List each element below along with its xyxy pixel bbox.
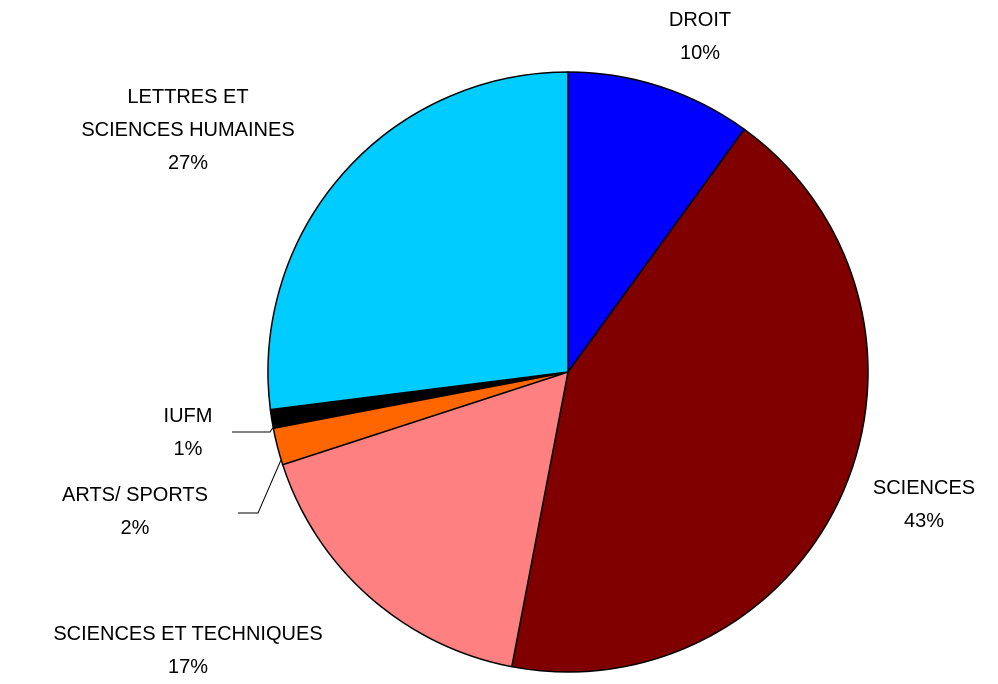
slice-label: ARTS/ SPORTS 2% [62, 479, 208, 545]
pie-slice [267, 71, 569, 411]
category-name: ARTS/ SPORTS [62, 484, 208, 506]
category-name: SCIENCES ET TECHNIQUES [53, 623, 323, 645]
slice-label: IUFM 1% [164, 400, 213, 466]
category-name: LETTRES ET SCIENCES HUMAINES [81, 86, 295, 141]
leader-line [232, 425, 275, 433]
value-label: 10% [679, 42, 721, 64]
slice-label: LETTRES ET SCIENCES HUMAINES 27% [81, 81, 294, 180]
category-name: DROIT [668, 9, 732, 31]
category-name: IUFM [163, 405, 213, 427]
pie-slice [281, 370, 569, 668]
value-label: 27% [167, 152, 209, 174]
slice-label: DROIT 10% [669, 4, 731, 70]
value-label: 1% [173, 438, 203, 460]
category-name: SCIENCES [872, 477, 976, 499]
pie-slice [567, 71, 746, 375]
leader-line [238, 459, 282, 514]
pie-slice [510, 128, 869, 673]
value-label: 17% [167, 656, 209, 678]
slice-label: SCIENCES ET TECHNIQUES 17% [53, 618, 322, 684]
value-label: 2% [120, 517, 150, 539]
value-label: 43% [903, 510, 945, 532]
slice-label: SCIENCES 43% [873, 472, 975, 538]
